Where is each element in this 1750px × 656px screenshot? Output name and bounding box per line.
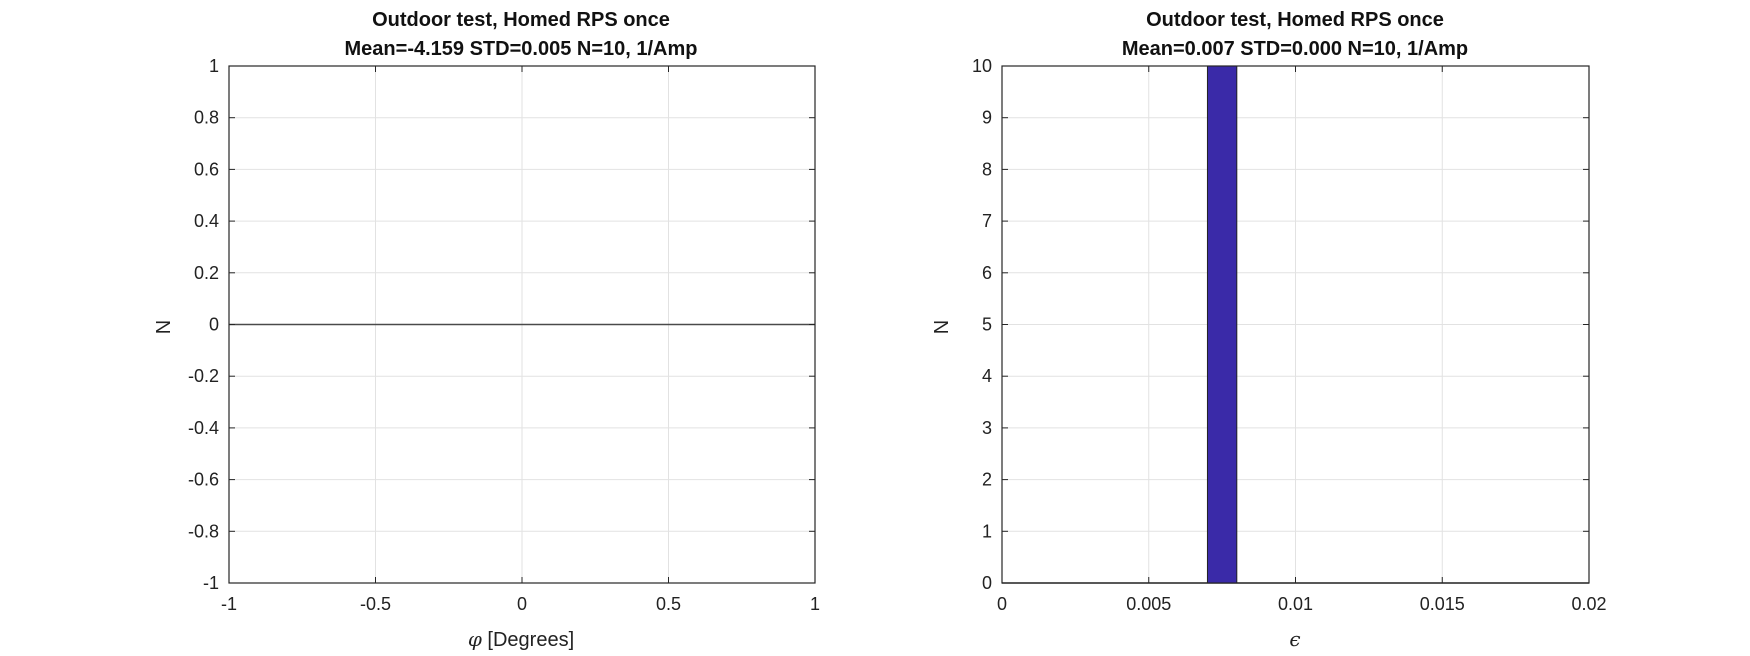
x-tick-label: -1 (221, 594, 237, 614)
y-axis-label: N (931, 320, 953, 334)
y-tick-label: 1 (982, 521, 992, 541)
chart-subtitle: Mean=-4.159 STD=0.005 N=10, 1/Amp (345, 38, 698, 60)
y-tick-label: -0.8 (188, 521, 219, 541)
x-tick-label: 0.02 (1571, 594, 1606, 614)
y-tick-label: 0 (209, 315, 219, 335)
x-tick-label: 0.005 (1126, 594, 1171, 614)
y-tick-label: -1 (203, 573, 219, 593)
y-tick-label: -0.4 (188, 418, 219, 438)
x-axis-label: φ [Degrees] (468, 627, 574, 651)
x-tick-label: 0 (517, 594, 527, 614)
tick-marks: 0 0.005 0.01 0.015 0.02 0 1 2 3 4 5 6 7 8 9 10 (972, 56, 1607, 614)
y-tick-label: 9 (982, 108, 992, 128)
x-tick-label: 0.015 (1420, 594, 1465, 614)
y-tick-label: -0.6 (188, 470, 219, 490)
grid-lines (229, 66, 815, 583)
grid-lines (1002, 66, 1589, 583)
x-tick-label: 0.01 (1278, 594, 1313, 614)
y-tick-label: 6 (982, 263, 992, 283)
chart-title: Outdoor test, Homed RPS once (1146, 9, 1444, 31)
y-axis-label: N (153, 320, 175, 334)
y-tick-label: 7 (982, 211, 992, 231)
x-tick-label: -0.5 (360, 594, 391, 614)
histogram-bar (1206, 65, 1238, 584)
y-tick-label: 0.6 (194, 159, 219, 179)
x-axis-label: ϵ (1289, 627, 1300, 651)
y-tick-label: 8 (982, 159, 992, 179)
x-tick-label: 1 (810, 594, 820, 614)
y-tick-label: 4 (982, 366, 992, 386)
y-tick-label: 10 (972, 56, 992, 76)
y-tick-label: 1 (209, 56, 219, 76)
y-tick-label: 2 (982, 470, 992, 490)
y-tick-label: 3 (982, 418, 992, 438)
y-tick-label: 0.4 (194, 211, 219, 231)
chart-subtitle: Mean=0.007 STD=0.000 N=10, 1/Amp (1122, 38, 1468, 60)
x-tick-label: 0.5 (656, 594, 681, 614)
y-tick-label: 0 (982, 573, 992, 593)
tick-marks: -1 -0.5 0 0.5 1 -1 -0.8 -0.6 -0.4 -0.2 0 0.2 0.4 0.6 0… (188, 56, 820, 614)
x-tick-label: 0 (997, 594, 1007, 614)
x-axis-symbol: φ (468, 627, 482, 651)
chart-phi-histogram: Outdoor test, Homed RPS once Mean=-4.159… (153, 9, 820, 651)
y-tick-label: 0.2 (194, 263, 219, 283)
y-tick-label: -0.2 (188, 366, 219, 386)
chart-title: Outdoor test, Homed RPS once (372, 9, 670, 31)
x-axis-unit: [Degrees] (482, 629, 574, 651)
x-axis-symbol: ϵ (1289, 627, 1300, 651)
chart-epsilon-histogram: Outdoor test, Homed RPS once Mean=0.007 … (931, 9, 1607, 651)
y-tick-label: 0.8 (194, 108, 219, 128)
y-tick-label: 5 (982, 315, 992, 335)
